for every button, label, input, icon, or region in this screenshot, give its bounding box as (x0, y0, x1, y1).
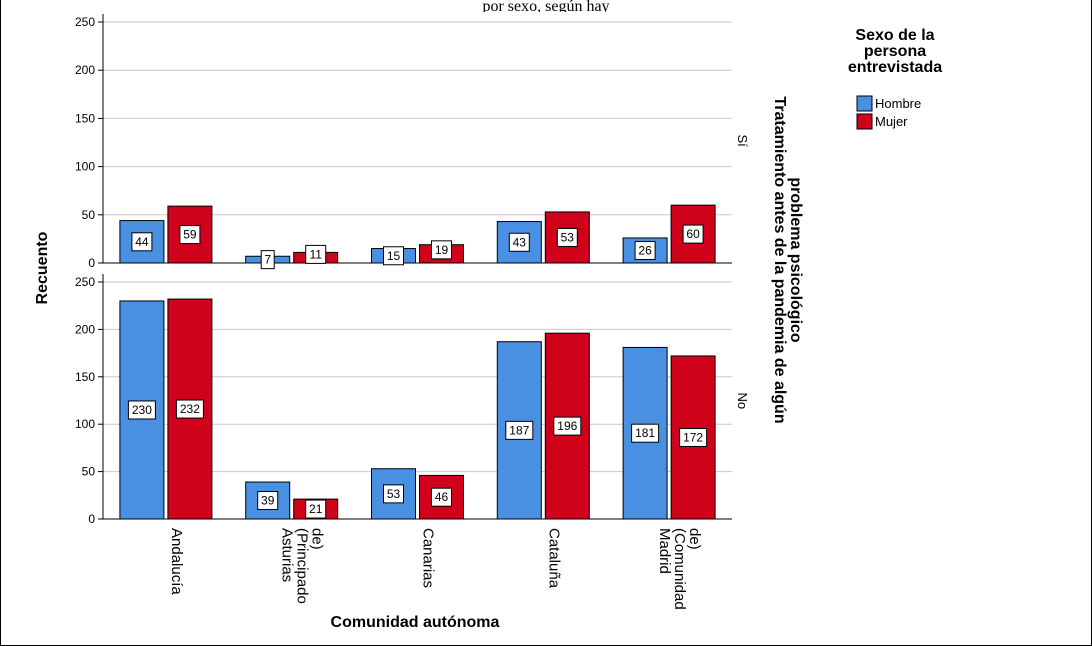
data-label: 26 (638, 243, 652, 257)
legend-title-line: Sexo de la (855, 27, 934, 44)
data-label-box (553, 416, 582, 436)
y-tick-label: 150 (75, 111, 95, 125)
x-category-label: Asturias (279, 528, 296, 582)
panel-label: No (735, 393, 750, 410)
data-label-box (634, 240, 656, 260)
data-label-box (260, 250, 275, 270)
y-tick-label: 0 (88, 256, 95, 270)
legend-swatch (856, 113, 873, 130)
data-label: 181 (635, 426, 655, 440)
y-tick-label: 50 (82, 208, 96, 222)
x-category-label: de) (686, 528, 703, 550)
y-tick-label: 200 (75, 322, 95, 336)
data-label-box (175, 399, 204, 419)
y-tick-label: 250 (75, 275, 95, 289)
data-label: 11 (309, 247, 322, 261)
data-label: 196 (557, 419, 577, 433)
panel-label: Sí (735, 135, 750, 148)
data-label: 59 (183, 228, 197, 242)
data-label-box (305, 244, 327, 264)
data-label-box (383, 484, 404, 504)
data-label: 44 (135, 235, 149, 249)
legend-title-line: persona (864, 43, 926, 60)
legend-title-line: entrevistada (848, 59, 942, 76)
data-label: 230 (132, 403, 152, 417)
chart-title-fragment: por sexo, según hay (482, 0, 610, 12)
data-label-box (127, 400, 156, 420)
x-category-label: (Comunidad (671, 528, 688, 610)
y-tick-label: 50 (82, 465, 96, 479)
data-label: 7 (264, 253, 271, 267)
data-label-box (431, 240, 452, 260)
x-category-label: Andalucía (168, 528, 185, 595)
data-label: 43 (513, 235, 527, 249)
data-label-box (508, 232, 530, 252)
x-category-label: (Principado (294, 528, 311, 604)
data-label-box (257, 491, 279, 511)
y-tick-label: 200 (75, 63, 95, 77)
y-tick-label: 100 (75, 417, 95, 431)
panel-axis-title-line: problema psicológico (787, 177, 804, 343)
data-label-box (383, 246, 404, 266)
bars: 44 59 7 11 15 19 43 53 26 60 230 232 39 21 53 46 187 196 1… (119, 204, 716, 520)
data-label: 15 (387, 249, 401, 263)
data-label: 187 (509, 423, 529, 437)
y-tick-label: 0 (88, 512, 95, 526)
data-label: 19 (435, 243, 449, 257)
data-label: 232 (180, 402, 200, 416)
x-category-label: Canarias (420, 528, 437, 588)
legend-label: Mujer (875, 114, 908, 129)
panel-axis-title-line: Tratamiento antes de la pandemia de algú… (771, 96, 788, 423)
data-label: 53 (561, 230, 575, 244)
data-label: 46 (435, 490, 449, 504)
data-label-box (505, 420, 534, 440)
y-ticks: 0 50 100 150 200 250 0 50 100 150 200 250 (75, 15, 103, 526)
data-label-box (179, 225, 201, 245)
panel-labels: Sí No (735, 135, 750, 410)
data-label: 39 (261, 494, 275, 508)
x-category-label: Madrid (656, 528, 673, 574)
data-label-box (682, 224, 704, 244)
data-label-box (556, 227, 578, 247)
y-tick-label: 100 (75, 160, 95, 174)
data-label-box (679, 427, 708, 447)
x-category-label: de) (309, 528, 326, 550)
data-label-box (631, 423, 660, 443)
data-label-box (431, 487, 452, 507)
y-tick-label: 150 (75, 370, 95, 384)
x-category-label: Cataluña (545, 528, 562, 589)
data-label-box (131, 232, 153, 252)
data-label-box (305, 499, 327, 519)
data-label: 172 (683, 430, 703, 444)
legend-label: Hombre (875, 96, 921, 111)
legend-swatch (856, 95, 873, 112)
data-label: 21 (309, 502, 323, 516)
data-label: 53 (387, 487, 401, 501)
panel-axis-title: Tratamiento antes de la pandemia de algú… (771, 96, 804, 423)
y-tick-label: 250 (75, 15, 95, 29)
x-axis-title: Comunidad autónoma (331, 614, 500, 631)
y-axis-title: Recuento (34, 231, 51, 304)
data-label: 60 (686, 227, 700, 241)
